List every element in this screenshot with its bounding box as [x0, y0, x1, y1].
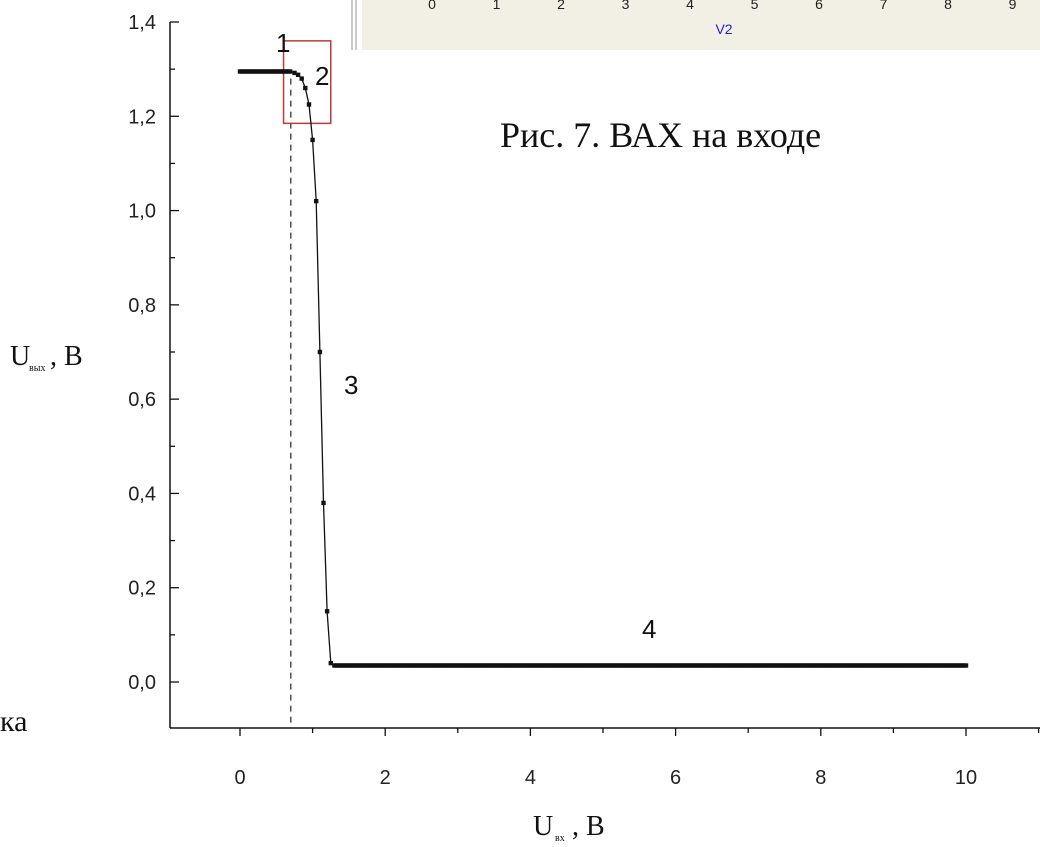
x-axis-title-main: U	[533, 811, 553, 842]
y-tick-label: 0,8	[128, 295, 156, 317]
y-tick-label: 1,4	[128, 12, 156, 34]
data-point	[287, 69, 293, 74]
y-axis-title-main: U	[10, 341, 30, 372]
inset-tick-label: 5	[751, 0, 759, 12]
data-point	[408, 663, 413, 668]
data-point	[328, 660, 333, 666]
y-tick-label: 0,0	[128, 672, 156, 694]
inset-tick-label: 9	[1009, 0, 1017, 12]
data-point	[377, 663, 383, 668]
y-tick-label: 0,2	[128, 578, 156, 600]
y-tick-label: 0,6	[128, 389, 156, 411]
region-label-2: 2	[315, 61, 329, 91]
region-label-1: 1	[276, 28, 290, 58]
inset-tick-label: 4	[686, 0, 694, 12]
data-point	[299, 76, 304, 81]
data-point	[310, 137, 315, 143]
data-point	[303, 85, 308, 91]
inset-tick-label: 2	[557, 0, 565, 12]
data-point	[257, 69, 262, 74]
inset-tick-label: 6	[815, 0, 823, 12]
data-point	[438, 663, 444, 668]
x-tick-labels: 0 2 4 6 8 10	[234, 767, 977, 789]
data-point	[340, 663, 346, 668]
data-point	[263, 69, 269, 74]
figure-caption: Рис. 7. ВАХ на входе	[500, 115, 821, 155]
y-axis-title: U вых , В	[10, 341, 83, 374]
region-label-4: 4	[642, 614, 656, 644]
x-axis-title-unit: , В	[572, 811, 605, 842]
data-point	[321, 500, 326, 506]
data-point	[445, 663, 450, 668]
y-tick-label: 1,0	[128, 201, 156, 223]
data-point	[469, 663, 474, 668]
inset-tick-label: 8	[944, 0, 952, 12]
x-tick-label: 0	[234, 767, 245, 789]
data-point	[347, 663, 352, 668]
inset-tick-labels: 0 1 2 3 4 5 6 7 8 9	[428, 0, 1017, 12]
data-point	[314, 198, 319, 204]
y-tick-labels: 0,0 0,2 0,4 0,6 0,8 1,0 1,2 1,4	[128, 12, 156, 694]
x-tick-label: 2	[380, 767, 391, 789]
x-tick-label: 8	[815, 767, 826, 789]
inset-panel: 0 1 2 3 4 5 6 7 8 9 V2	[351, 0, 1040, 50]
data-point	[506, 663, 511, 668]
data-point	[324, 609, 330, 614]
data-point	[371, 663, 376, 668]
inset-tick-label: 0	[428, 0, 436, 12]
data-points	[237, 69, 969, 668]
x-axis-title: U вх , В	[533, 811, 605, 844]
y-axis-title-sub: вых	[29, 363, 45, 374]
left-text-fragment: ка	[0, 705, 27, 738]
axes	[169, 21, 1040, 736]
y-axis-title-unit: , В	[50, 341, 83, 372]
inset-tick-label: 1	[493, 0, 501, 12]
data-point	[414, 663, 420, 668]
x-axis-title-sub: вх	[555, 833, 565, 844]
region-label-3: 3	[344, 370, 358, 400]
data-point	[963, 663, 969, 668]
x-tick-label: 6	[670, 767, 681, 789]
inset-tick-label: 3	[622, 0, 630, 12]
transition-curve	[240, 70, 966, 667]
y-tick-label: 0,4	[128, 483, 156, 505]
inset-tick-label: 7	[880, 0, 888, 12]
inset-xlabel: V2	[715, 21, 732, 37]
data-point	[292, 70, 297, 76]
y-tick-label: 1,2	[128, 106, 156, 128]
data-point	[499, 663, 505, 668]
data-point	[475, 663, 481, 668]
inset-background	[362, 0, 1040, 50]
data-point	[317, 349, 323, 355]
data-point	[306, 102, 312, 107]
data-point	[401, 663, 407, 668]
highlight-box	[282, 40, 332, 125]
x-tick-label: 4	[525, 767, 536, 789]
x-tick-label: 10	[955, 767, 977, 789]
data-point	[295, 72, 301, 77]
